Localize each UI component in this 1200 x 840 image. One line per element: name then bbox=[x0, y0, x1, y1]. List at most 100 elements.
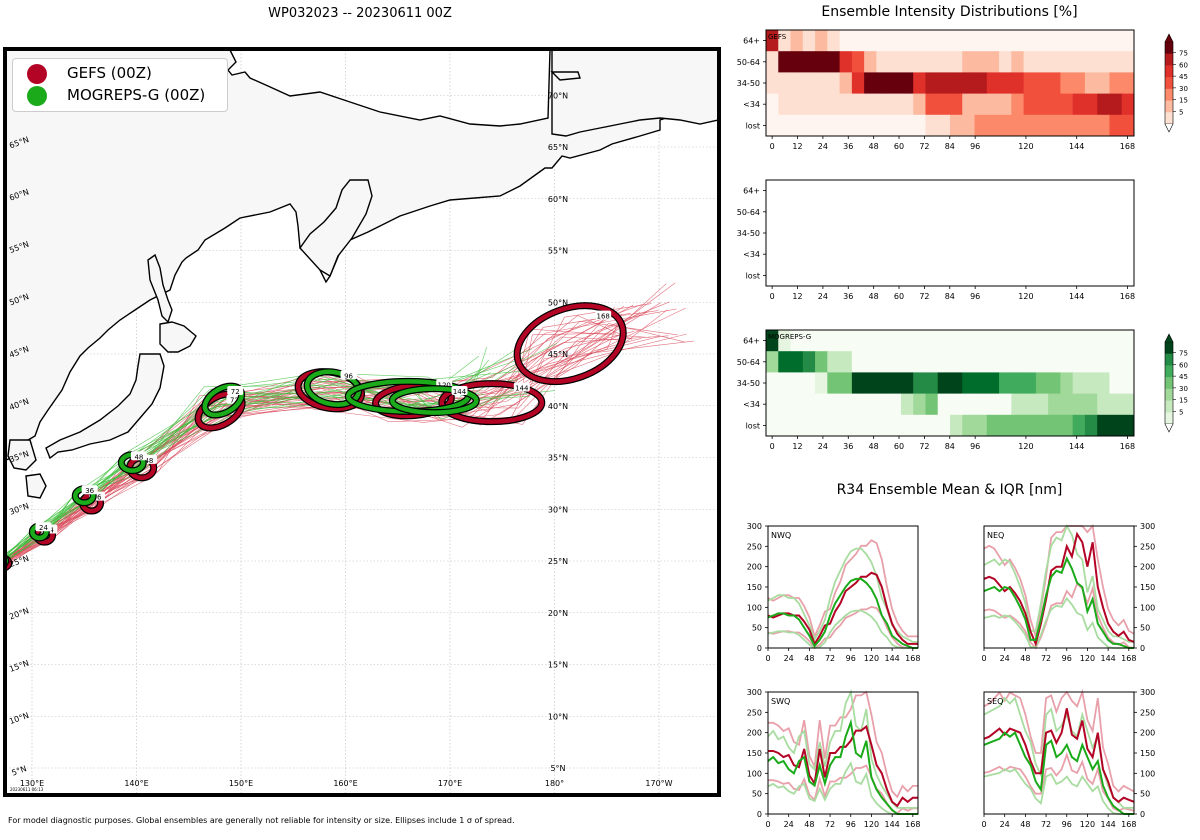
uncertainty-ellipses: 24364872961201441682436487296120144 bbox=[6, 302, 627, 572]
lat-label: 45°N bbox=[548, 350, 568, 359]
heat-cell bbox=[815, 351, 828, 373]
x-tick-label: 0 bbox=[770, 142, 775, 151]
heat-cell bbox=[851, 30, 865, 52]
x-tick-label: 168 bbox=[1121, 820, 1136, 829]
heat-cell bbox=[1060, 72, 1074, 94]
map-footnote: For model diagnostic purposes. Global en… bbox=[8, 816, 515, 825]
heat-cell bbox=[888, 114, 902, 137]
panel-label: MOGREPS-G bbox=[768, 333, 811, 341]
heat-cell bbox=[950, 414, 963, 437]
x-tick-label: 96 bbox=[1062, 820, 1072, 829]
lon-label: 130°E bbox=[20, 779, 44, 788]
x-tick-label: 96 bbox=[970, 142, 980, 151]
heat-cell bbox=[1023, 372, 1037, 394]
ellipse-label-bg bbox=[227, 385, 244, 395]
map-legend: GEFS (00Z) MOGREPS-G (00Z) bbox=[12, 58, 228, 112]
x-tick-label: 168 bbox=[905, 654, 920, 663]
x-tick-label: 168 bbox=[1121, 654, 1136, 663]
lat-label: 50°N bbox=[548, 298, 568, 307]
heat-cell bbox=[827, 351, 840, 373]
y-tick-label: 300 bbox=[1140, 522, 1155, 531]
heat-cell bbox=[778, 414, 791, 437]
heat-cell bbox=[827, 393, 840, 416]
heat-cell bbox=[1048, 330, 1061, 352]
heat-cell bbox=[925, 30, 939, 52]
heat-cell bbox=[1011, 414, 1024, 437]
heat-cell bbox=[876, 372, 890, 394]
x-tick-label: 36 bbox=[843, 442, 853, 451]
heat-cell bbox=[851, 114, 865, 137]
heat-cell bbox=[766, 93, 779, 116]
heat-cell bbox=[827, 414, 840, 437]
heat-cell bbox=[950, 51, 963, 73]
heat-cell bbox=[962, 114, 975, 137]
heat-cell bbox=[962, 351, 975, 373]
y-tick-label: 250 bbox=[747, 542, 762, 551]
heat-cell bbox=[986, 372, 1000, 394]
colorbar-label: 15 bbox=[1179, 397, 1188, 405]
heat-cell bbox=[999, 330, 1012, 352]
panel-bg bbox=[768, 526, 918, 648]
heat-cell bbox=[1097, 393, 1110, 416]
heat-cell bbox=[1097, 114, 1110, 137]
colorbar-label: 5 bbox=[1179, 408, 1183, 416]
heat-cell bbox=[851, 372, 865, 394]
heat-cell bbox=[962, 372, 975, 394]
heat-cell bbox=[790, 351, 804, 373]
panel-bg bbox=[984, 692, 1134, 814]
ellipse-label-bg bbox=[81, 485, 98, 495]
y-tick-label: 200 bbox=[1140, 563, 1155, 572]
colorbar-arrow bbox=[1164, 33, 1174, 43]
heat-cell bbox=[851, 72, 865, 94]
heat-cell bbox=[851, 351, 865, 373]
x-tick-label: 144 bbox=[1069, 442, 1084, 451]
colorbar-step bbox=[1165, 77, 1173, 90]
heat-cell bbox=[802, 393, 816, 416]
x-tick-label: 24 bbox=[1000, 820, 1010, 829]
heat-cell bbox=[1072, 72, 1086, 94]
row-label: 50-64 bbox=[737, 208, 760, 217]
colorbar-step bbox=[1165, 342, 1173, 355]
lat-label: 40°N bbox=[548, 402, 568, 411]
r34-panel-swq: SWQ 300 250 200 150 100 50 00 24 48 72 96 120 144 168 bbox=[747, 688, 921, 829]
heat-cell bbox=[1121, 414, 1135, 437]
heat-cell bbox=[1072, 93, 1086, 116]
heat-cell bbox=[1084, 414, 1098, 437]
y-tick-label: 300 bbox=[747, 688, 762, 697]
y-tick-label: 250 bbox=[1140, 542, 1155, 551]
heat-cell bbox=[950, 351, 963, 373]
empty-heatmap: 64+ 50-64 34-50 <34 lost 0 12 24 36 48 60 72 84 96 120… bbox=[737, 179, 1135, 301]
heat-cell bbox=[802, 93, 816, 116]
x-tick-label: 48 bbox=[1020, 654, 1030, 663]
heat-cell bbox=[864, 72, 877, 94]
mogreps-legend-marker bbox=[27, 86, 47, 106]
row-label: 50-64 bbox=[737, 58, 760, 67]
x-tick-label: 48 bbox=[869, 292, 879, 301]
row-label: 34-50 bbox=[737, 79, 760, 88]
heat-cell bbox=[1072, 114, 1086, 137]
heat-cell bbox=[839, 351, 853, 373]
mogreps-member-track bbox=[6, 366, 516, 557]
x-tick-label: 36 bbox=[843, 142, 853, 151]
panel-label: GEFS bbox=[768, 33, 787, 41]
x-tick-label: 120 bbox=[864, 654, 879, 663]
lon-label: 180° bbox=[545, 779, 564, 788]
row-label: lost bbox=[746, 271, 760, 280]
heat-cell bbox=[766, 372, 779, 394]
colorbar-step bbox=[1165, 65, 1173, 78]
mogreps-ellipse-label: 24 bbox=[39, 524, 48, 532]
mogreps-iqr-line bbox=[983, 523, 1134, 643]
x-tick-label: 24 bbox=[818, 442, 828, 451]
heat-cell bbox=[925, 51, 939, 73]
quadrant-label: NEQ bbox=[987, 531, 1004, 540]
heat-cell bbox=[864, 393, 877, 416]
heat-cell bbox=[937, 372, 951, 394]
x-tick-label: 84 bbox=[945, 292, 955, 301]
heat-cell bbox=[1084, 393, 1098, 416]
quadrant-label: SWQ bbox=[771, 697, 790, 706]
heat-cell bbox=[864, 330, 877, 352]
track-map: 24364872961201441682436487296120144 130°… bbox=[3, 47, 721, 797]
colorbar-step bbox=[1165, 400, 1173, 413]
gefs-ellipse-label: 36 bbox=[93, 494, 102, 502]
colorbar-label: 30 bbox=[1179, 85, 1188, 93]
